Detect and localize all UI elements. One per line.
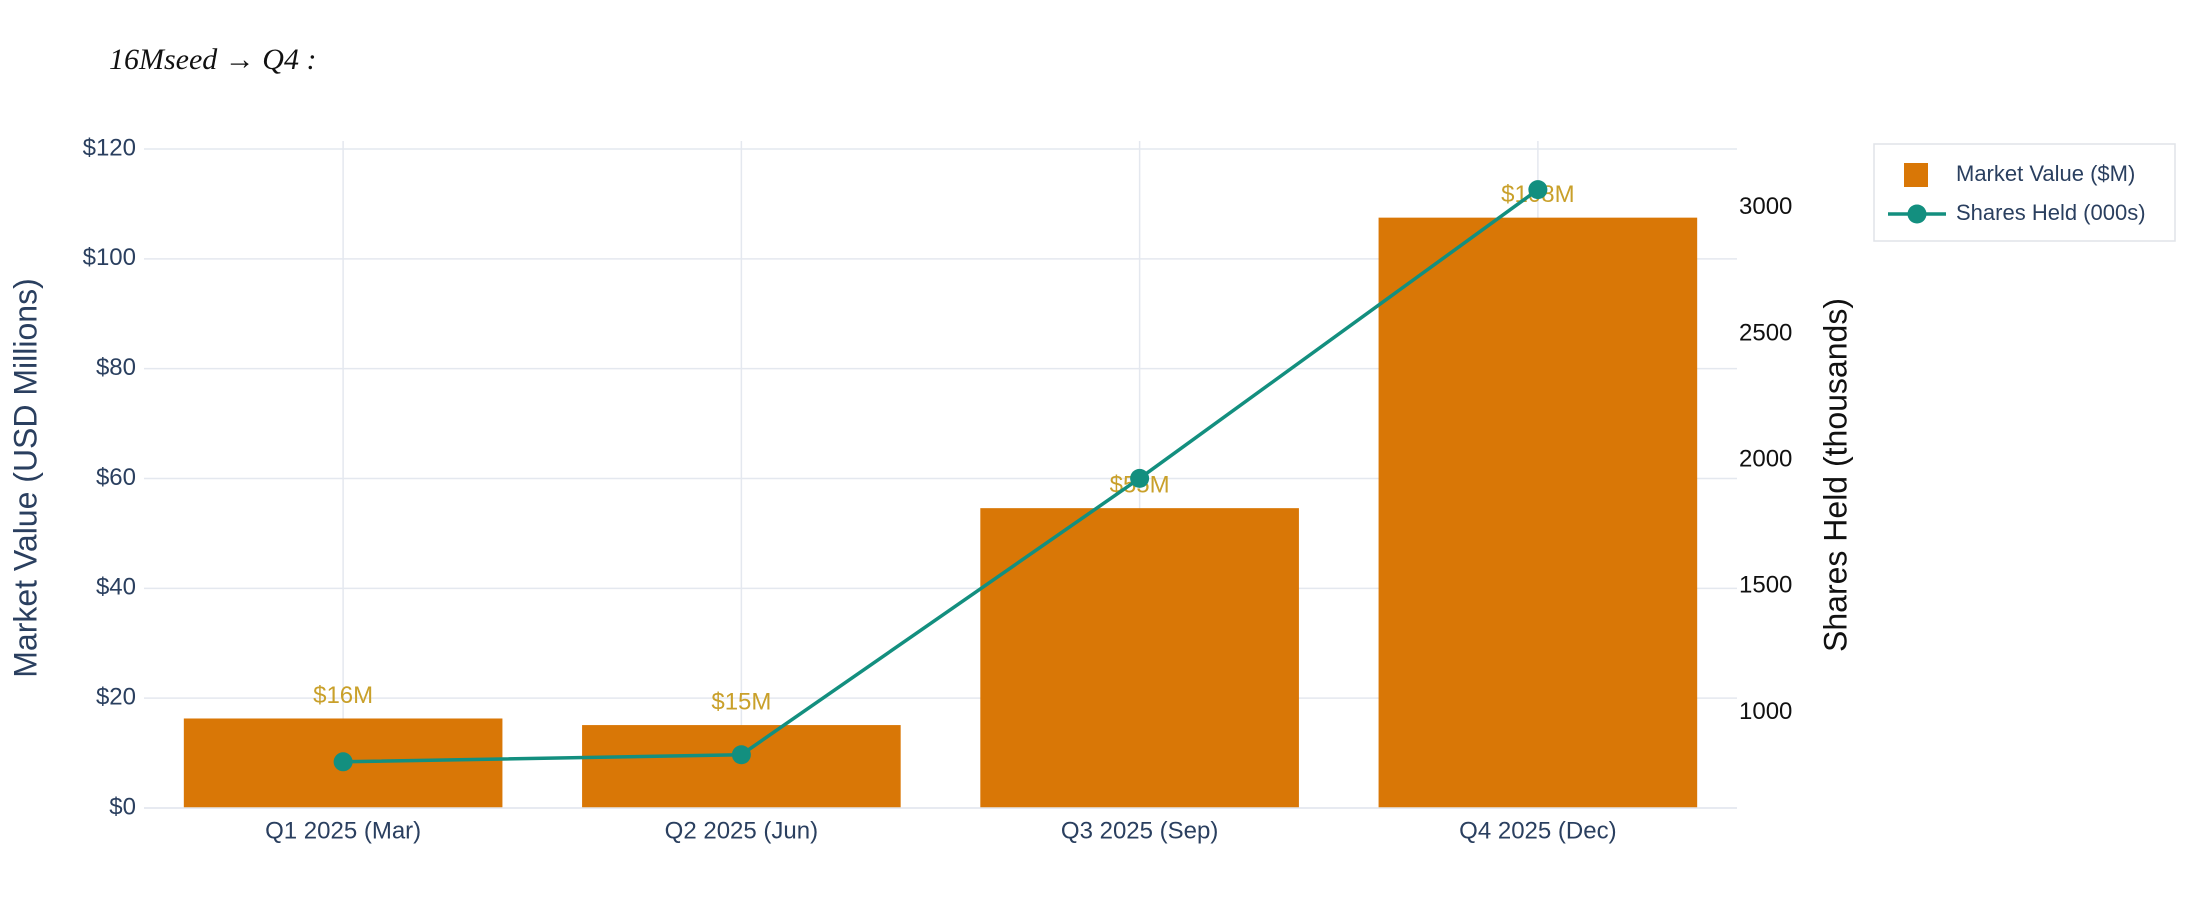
bar <box>582 725 901 808</box>
y2-tick-label: 3000 <box>1739 193 1792 220</box>
x-tick-label: Q3 2025 (Sep) <box>1061 817 1218 844</box>
y-tick-label: $80 <box>96 354 136 381</box>
chart-title: 16Mseed → Q4 : <box>109 43 316 76</box>
x-tick-label: Q1 2025 (Mar) <box>265 817 421 844</box>
legend-label: Market Value ($M) <box>1956 161 2135 186</box>
y-tick-label: $100 <box>83 244 136 271</box>
y2-tick-label: 2000 <box>1739 446 1792 473</box>
x-tick-label: Q2 2025 (Jun) <box>665 817 818 844</box>
value-label: $15M <box>711 688 771 715</box>
y-tick-label: $120 <box>83 134 136 161</box>
bar <box>1378 217 1698 809</box>
y-tick-label: $0 <box>109 793 136 820</box>
y2-tick-label: 2500 <box>1739 319 1792 346</box>
legend-swatch <box>1904 163 1928 187</box>
y-tick-label: $20 <box>96 684 136 711</box>
legend-swatch-marker <box>1907 204 1927 224</box>
line <box>343 188 1539 764</box>
line-marker <box>333 752 353 772</box>
legend-box <box>1873 143 2176 242</box>
y2-tick-label: 1500 <box>1739 572 1792 599</box>
x-tick-label: Q4 2025 (Dec) <box>1459 817 1616 844</box>
line-marker <box>1130 468 1150 488</box>
line-marker <box>731 745 751 765</box>
y-tick-label: $40 <box>96 574 136 601</box>
bar <box>980 508 1299 808</box>
y2-axis-title: Shares Held (thousands) <box>1817 298 1853 652</box>
y-axis-title: Market Value (USD Millions) <box>7 278 43 678</box>
y-tick-label: $60 <box>96 464 136 491</box>
y2-tick-label: 1000 <box>1739 698 1792 725</box>
legend-label: Shares Held (000s) <box>1956 200 2146 225</box>
value-label: $16M <box>313 682 373 709</box>
line-marker <box>1528 180 1548 200</box>
